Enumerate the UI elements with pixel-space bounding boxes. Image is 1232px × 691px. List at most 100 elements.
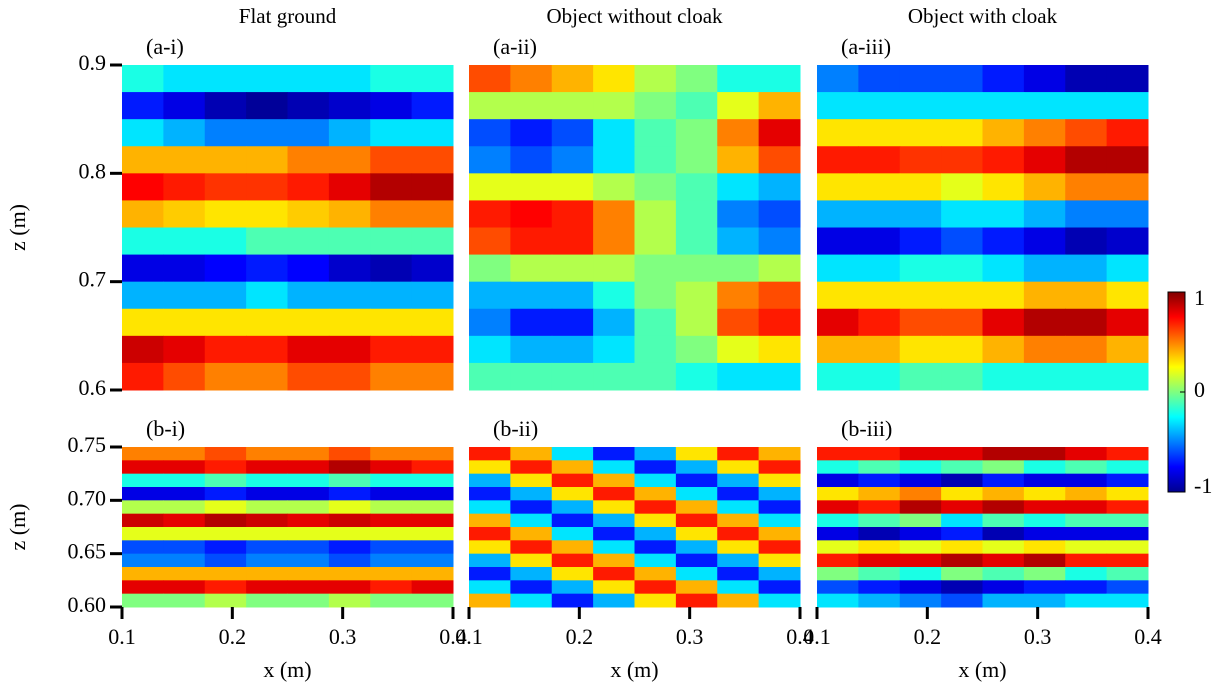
heatmap-cell <box>675 119 718 147</box>
heatmap-cell <box>1065 200 1108 228</box>
heatmap-cell <box>370 540 413 555</box>
heatmap-cell <box>510 487 553 501</box>
heatmap-cell <box>899 500 942 515</box>
heatmap-cell <box>287 540 330 555</box>
heatmap-cell <box>941 254 983 283</box>
heatmap-cell <box>1023 527 1066 541</box>
heatmap-cell <box>1106 473 1149 488</box>
heatmap-cell <box>758 227 801 256</box>
heatmap-cell <box>593 473 635 488</box>
heatmap-cell <box>122 254 164 283</box>
heatmap-cell <box>469 500 511 515</box>
heatmap-cell <box>204 567 247 581</box>
heatmap-cell <box>246 567 288 581</box>
heatmap-cell <box>634 308 677 337</box>
heatmap-cell <box>1106 527 1149 541</box>
heatmap-cell <box>593 173 635 201</box>
heatmap-cell <box>675 567 718 581</box>
heatmap-cell <box>246 65 288 93</box>
heatmap-cell <box>1065 65 1108 93</box>
heatmap-cell <box>122 173 164 201</box>
heatmap-cell <box>758 254 801 283</box>
heatmap-cell <box>1106 487 1149 501</box>
heatmap-cell <box>817 473 859 488</box>
heatmap-cell <box>758 553 801 568</box>
heatmap-cell <box>1023 593 1066 608</box>
heatmap-cell <box>593 227 635 256</box>
heatmap-cell <box>287 335 330 364</box>
heatmap-cell <box>328 527 371 541</box>
heatmap-cell <box>941 487 983 501</box>
heatmap-cell <box>593 580 635 595</box>
y-axis-label: z (m) <box>5 503 30 550</box>
heatmap-cell <box>899 362 942 391</box>
heatmap-cell <box>328 567 371 581</box>
heatmap-cell <box>122 500 164 515</box>
heatmap-cell <box>510 580 553 595</box>
heatmap-cell <box>1106 92 1149 120</box>
heatmap-cell <box>858 308 901 337</box>
heatmap-cell <box>1065 362 1108 391</box>
heatmap-cell <box>287 119 330 147</box>
heatmap-cell <box>899 92 942 120</box>
heatmap-cell <box>551 362 594 391</box>
heatmap-cell <box>163 527 206 541</box>
heatmap-cell <box>717 540 760 555</box>
colorbar-tick-label: 0 <box>1194 377 1205 402</box>
heatmap-cell <box>817 335 859 364</box>
heatmap-cell <box>1023 92 1066 120</box>
heatmap-cell <box>370 580 413 595</box>
heatmap-cell <box>941 200 983 228</box>
heatmap-cell <box>1023 119 1066 147</box>
heatmap-cell <box>758 173 801 201</box>
heatmap-cell <box>122 527 164 541</box>
heatmap-cell <box>551 500 594 515</box>
heatmap-cell <box>510 281 553 310</box>
heatmap-cell <box>941 65 983 93</box>
heatmap-cell <box>370 335 413 364</box>
heatmap-cell <box>1065 335 1108 364</box>
y-tick-label: 0.9 <box>79 50 107 75</box>
heatmap-cell <box>941 540 983 555</box>
heatmap-cell <box>163 227 206 256</box>
heatmap-cell <box>941 308 983 337</box>
heatmap-cell <box>758 92 801 120</box>
heatmap-cell <box>411 593 454 608</box>
heatmap-cell <box>287 553 330 568</box>
heatmap-cell <box>328 500 371 515</box>
heatmap-cell <box>941 473 983 488</box>
heatmap-cell <box>122 335 164 364</box>
heatmap-cell <box>204 447 247 461</box>
heatmap-cell <box>1023 146 1066 174</box>
panel-label: (b-iii) <box>841 416 892 441</box>
heatmap-cell <box>122 580 164 595</box>
heatmap-cell <box>469 513 511 528</box>
heatmap-cell <box>469 92 511 120</box>
heatmap-cell <box>982 500 1025 515</box>
heatmap-cell <box>246 335 288 364</box>
heatmap-cell <box>675 527 718 541</box>
heatmap-cell <box>982 473 1025 488</box>
heatmap-cell <box>858 254 901 283</box>
heatmap-cell <box>899 65 942 93</box>
heatmap-cell <box>510 65 553 93</box>
heatmap-cell <box>122 540 164 555</box>
x-axis-label: x (m) <box>610 657 658 682</box>
heatmap-cell <box>163 473 206 488</box>
heatmap-cell <box>287 513 330 528</box>
heatmap-cell <box>982 146 1025 174</box>
heatmap-cell <box>1106 580 1149 595</box>
heatmap-cell <box>941 593 983 608</box>
heatmap-cell <box>163 553 206 568</box>
heatmap-cell <box>593 567 635 581</box>
heatmap-cell <box>634 487 677 501</box>
heatmap-cell <box>593 447 635 461</box>
heatmap-cell <box>1065 173 1108 201</box>
heatmap-cell <box>1106 227 1149 256</box>
heatmap-cell <box>328 580 371 595</box>
heatmap-cell <box>858 460 901 475</box>
heatmap-cell <box>899 308 942 337</box>
heatmap-cell <box>122 308 164 337</box>
heatmap-cell <box>287 362 330 391</box>
heatmap-cell <box>982 173 1025 201</box>
